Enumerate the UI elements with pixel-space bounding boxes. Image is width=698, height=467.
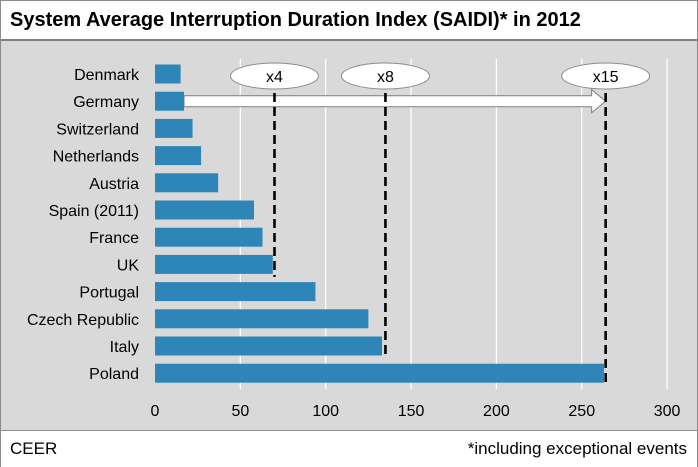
multiplier-badge-x15 bbox=[561, 62, 651, 90]
multiplier-label-x4: x4 bbox=[266, 69, 283, 86]
x-tick-label-300: 300 bbox=[654, 403, 681, 420]
ratio-arrow bbox=[183, 88, 607, 114]
category-label-4: Austria bbox=[89, 176, 139, 193]
category-label-1: Germany bbox=[73, 94, 139, 111]
x-axis-tick-labels: 0 50 100 150 200 250 300 bbox=[151, 403, 681, 420]
category-label-7: UK bbox=[117, 257, 140, 274]
x-tick-label-150: 150 bbox=[398, 403, 425, 420]
category-label-0: Denmark bbox=[74, 67, 140, 84]
multiplier-label-x8: x8 bbox=[377, 69, 394, 86]
category-label-8: Portugal bbox=[79, 285, 139, 302]
category-label-9: Czech Republic bbox=[27, 312, 139, 329]
bar-7 bbox=[155, 254, 273, 274]
bar-0 bbox=[155, 64, 181, 84]
x-tick-label-100: 100 bbox=[312, 403, 339, 420]
bar-5 bbox=[155, 200, 255, 220]
category-label-10: Italy bbox=[110, 339, 139, 356]
category-label-3: Netherlands bbox=[53, 149, 139, 166]
x-tick-label-200: 200 bbox=[483, 403, 510, 420]
bar-9 bbox=[155, 309, 369, 329]
bar-10 bbox=[155, 336, 383, 356]
saidi-bar-chart: Denmark Germany Switzerland Netherlands Aust… bbox=[27, 59, 681, 420]
ratio-arrow-shape bbox=[183, 88, 607, 114]
title-bar: System Average Interruption Duration Ind… bbox=[1, 1, 697, 41]
category-labels: Denmark Germany Switzerland Netherlands Aust… bbox=[27, 67, 140, 383]
bars bbox=[155, 64, 604, 383]
footer-bar: CEER *including exceptional events bbox=[1, 430, 697, 467]
category-label-11: Poland bbox=[89, 366, 139, 383]
x-tick-label-250: 250 bbox=[568, 403, 595, 420]
multiplier-label-x15: x15 bbox=[593, 69, 619, 86]
bar-8 bbox=[155, 282, 316, 302]
multiplier-lines: x4 x8 x15 bbox=[229, 62, 651, 386]
source-label: CEER bbox=[10, 439, 58, 458]
chart-title: System Average Interruption Duration Ind… bbox=[10, 9, 581, 31]
category-label-2: Switzerland bbox=[56, 121, 139, 138]
bar-3 bbox=[155, 146, 202, 166]
x-tick-label-50: 50 bbox=[231, 403, 249, 420]
x-tick-label-0: 0 bbox=[151, 403, 160, 420]
grid-lines bbox=[239, 59, 668, 389]
multiplier-badge-x4 bbox=[229, 62, 319, 90]
multiplier-badge-x8 bbox=[340, 62, 430, 90]
category-label-6: France bbox=[89, 230, 139, 247]
bar-2 bbox=[155, 118, 193, 138]
bar-6 bbox=[155, 227, 263, 247]
category-label-5: Spain (2011) bbox=[49, 203, 139, 220]
bar-4 bbox=[155, 173, 219, 193]
bar-11 bbox=[155, 363, 604, 383]
bar-1 bbox=[155, 91, 185, 111]
footnote: *including exceptional events bbox=[467, 439, 687, 458]
